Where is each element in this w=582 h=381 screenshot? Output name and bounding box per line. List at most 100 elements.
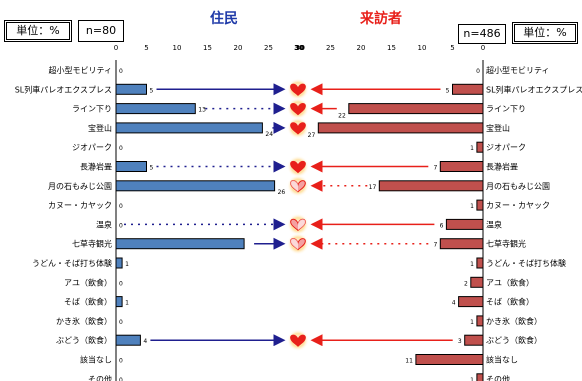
visitor-category-label: 宝登山 [486,123,510,133]
visitor-bar [476,257,484,269]
resident-unit-box: 単位：% [4,20,72,42]
visitor-category-label: SL列車パレオエクスプレス [486,84,582,94]
heart-icon [290,160,306,174]
resident-title: 住民 [210,11,238,27]
resident-bar [115,334,141,346]
resident-value-label: 0 [119,68,123,75]
visitor-bar [476,199,484,211]
resident-bar [115,122,263,134]
resident-value-label: 5 [150,165,154,172]
visitor-category-label: ぶどう（飲食） [486,335,542,345]
visitor-axis-tick: 0 [481,44,485,52]
resident-n-label: n=80 [85,24,117,37]
visitor-title: 来訪者 [360,11,402,27]
visitor-value-label: 11 [405,358,413,365]
visitor-bar [439,238,484,250]
visitor-unit-label: 単位：% [523,26,567,39]
resident-category-label: ぶどう（飲食） [56,335,112,345]
visitor-value-label: 5 [446,87,450,94]
visitor-value-label: 3 [458,338,462,345]
heart-icon [290,218,306,232]
visitor-unit-box: 単位：% [512,22,578,44]
visitor-value-label: 17 [369,184,377,191]
visitor-value-label: 4 [452,300,456,307]
heart-icon [290,238,306,251]
heart-shape [290,160,306,174]
resident-category-label: カヌー・カヤック [48,201,112,210]
resident-category-label: 超小型モビリティ [48,65,112,75]
visitor-value-label: 6 [440,222,444,229]
resident-unit-label: 単位：% [16,24,60,37]
resident-value-label: 0 [119,145,123,152]
visitor-category-label: 超小型モビリティ [486,65,550,75]
resident-category-label: 長瀞岩畳 [80,162,112,172]
heart-half-shade [298,219,306,231]
visitor-bar [439,161,484,172]
heart-icon [290,122,306,135]
resident-value-label: 1 [125,261,129,268]
visitor-value-label: 1 [470,319,474,326]
resident-axis-tick: 30 [294,44,304,52]
visitor-axis-tick: 15 [387,44,396,52]
resident-value-label: 1 [125,300,129,307]
visitor-value-label: 1 [470,203,474,210]
resident-category-label: 温泉 [96,219,112,229]
visitor-n-label: n=486 [463,27,501,40]
resident-value-label: 26 [278,189,286,196]
visitor-bar [415,354,484,365]
resident-category-label: その他 [88,374,112,381]
visitor-category-label: その他 [486,374,510,381]
visitor-value-label: 2 [464,280,468,287]
visitor-bar [476,373,484,381]
visitor-bar [476,141,484,153]
visitor-category-label: カヌー・カヤック [486,201,550,210]
heart-icon [290,102,306,116]
resident-value-label: 5 [150,87,154,94]
resident-axis-tick: 25 [264,44,273,52]
resident-category-label: 宝登山 [88,123,112,133]
visitor-category-label: 月の石もみじ公園 [486,182,550,191]
resident-value-label: 24 [265,131,273,138]
resident-bar [115,180,276,192]
visitor-category-label: かき氷（飲食） [486,316,542,326]
resident-value-label: 13 [198,107,206,114]
resident-value-label: 0 [119,319,123,326]
resident-axis-tick: 20 [234,44,243,52]
resident-bar [115,83,147,95]
resident-axis-tick: 15 [203,44,212,52]
visitor-category-label: 温泉 [486,219,502,229]
visitor-bar [470,276,484,288]
visitor-value-label: 7 [433,165,437,172]
visitor-axis-tick: 20 [357,44,366,52]
resident-category-label: そば（飲食） [64,297,112,307]
heart-half-shade [290,238,298,250]
resident-axis-tick: 5 [144,44,148,52]
visitor-category-label: うどん・そば打ち体験 [486,258,566,268]
resident-axis-tick: 10 [173,44,182,52]
heart-icon [290,83,306,97]
resident-value-label: 0 [119,377,123,381]
visitor-category-label: ジオパーク [486,143,526,152]
heart-icon [290,180,306,193]
resident-value-label: 0 [119,203,123,210]
visitor-value-label: 1 [470,261,474,268]
resident-bar [115,257,123,269]
resident-category-label: 該当なし [80,355,112,365]
visitor-category-label: 七草寺観光 [486,239,526,249]
visitor-value-label: 1 [470,377,474,381]
visitor-bar [317,122,484,134]
resident-category-label: 七草寺観光 [72,239,112,249]
visitor-category-label: 長瀞岩畳 [486,162,518,172]
resident-category-label: ジオパーク [72,143,112,152]
heart-shape [290,102,306,116]
visitor-axis-tick: 10 [418,44,427,52]
visitor-bar [378,180,484,192]
resident-bar [115,161,147,172]
visitor-bar [476,315,484,327]
visitor-axis-tick: 25 [326,44,335,52]
resident-bar [115,296,123,308]
resident-bar [115,238,245,250]
visitor-bar [445,218,484,230]
heart-shape [290,83,306,97]
resident-value-label: 0 [119,280,123,287]
